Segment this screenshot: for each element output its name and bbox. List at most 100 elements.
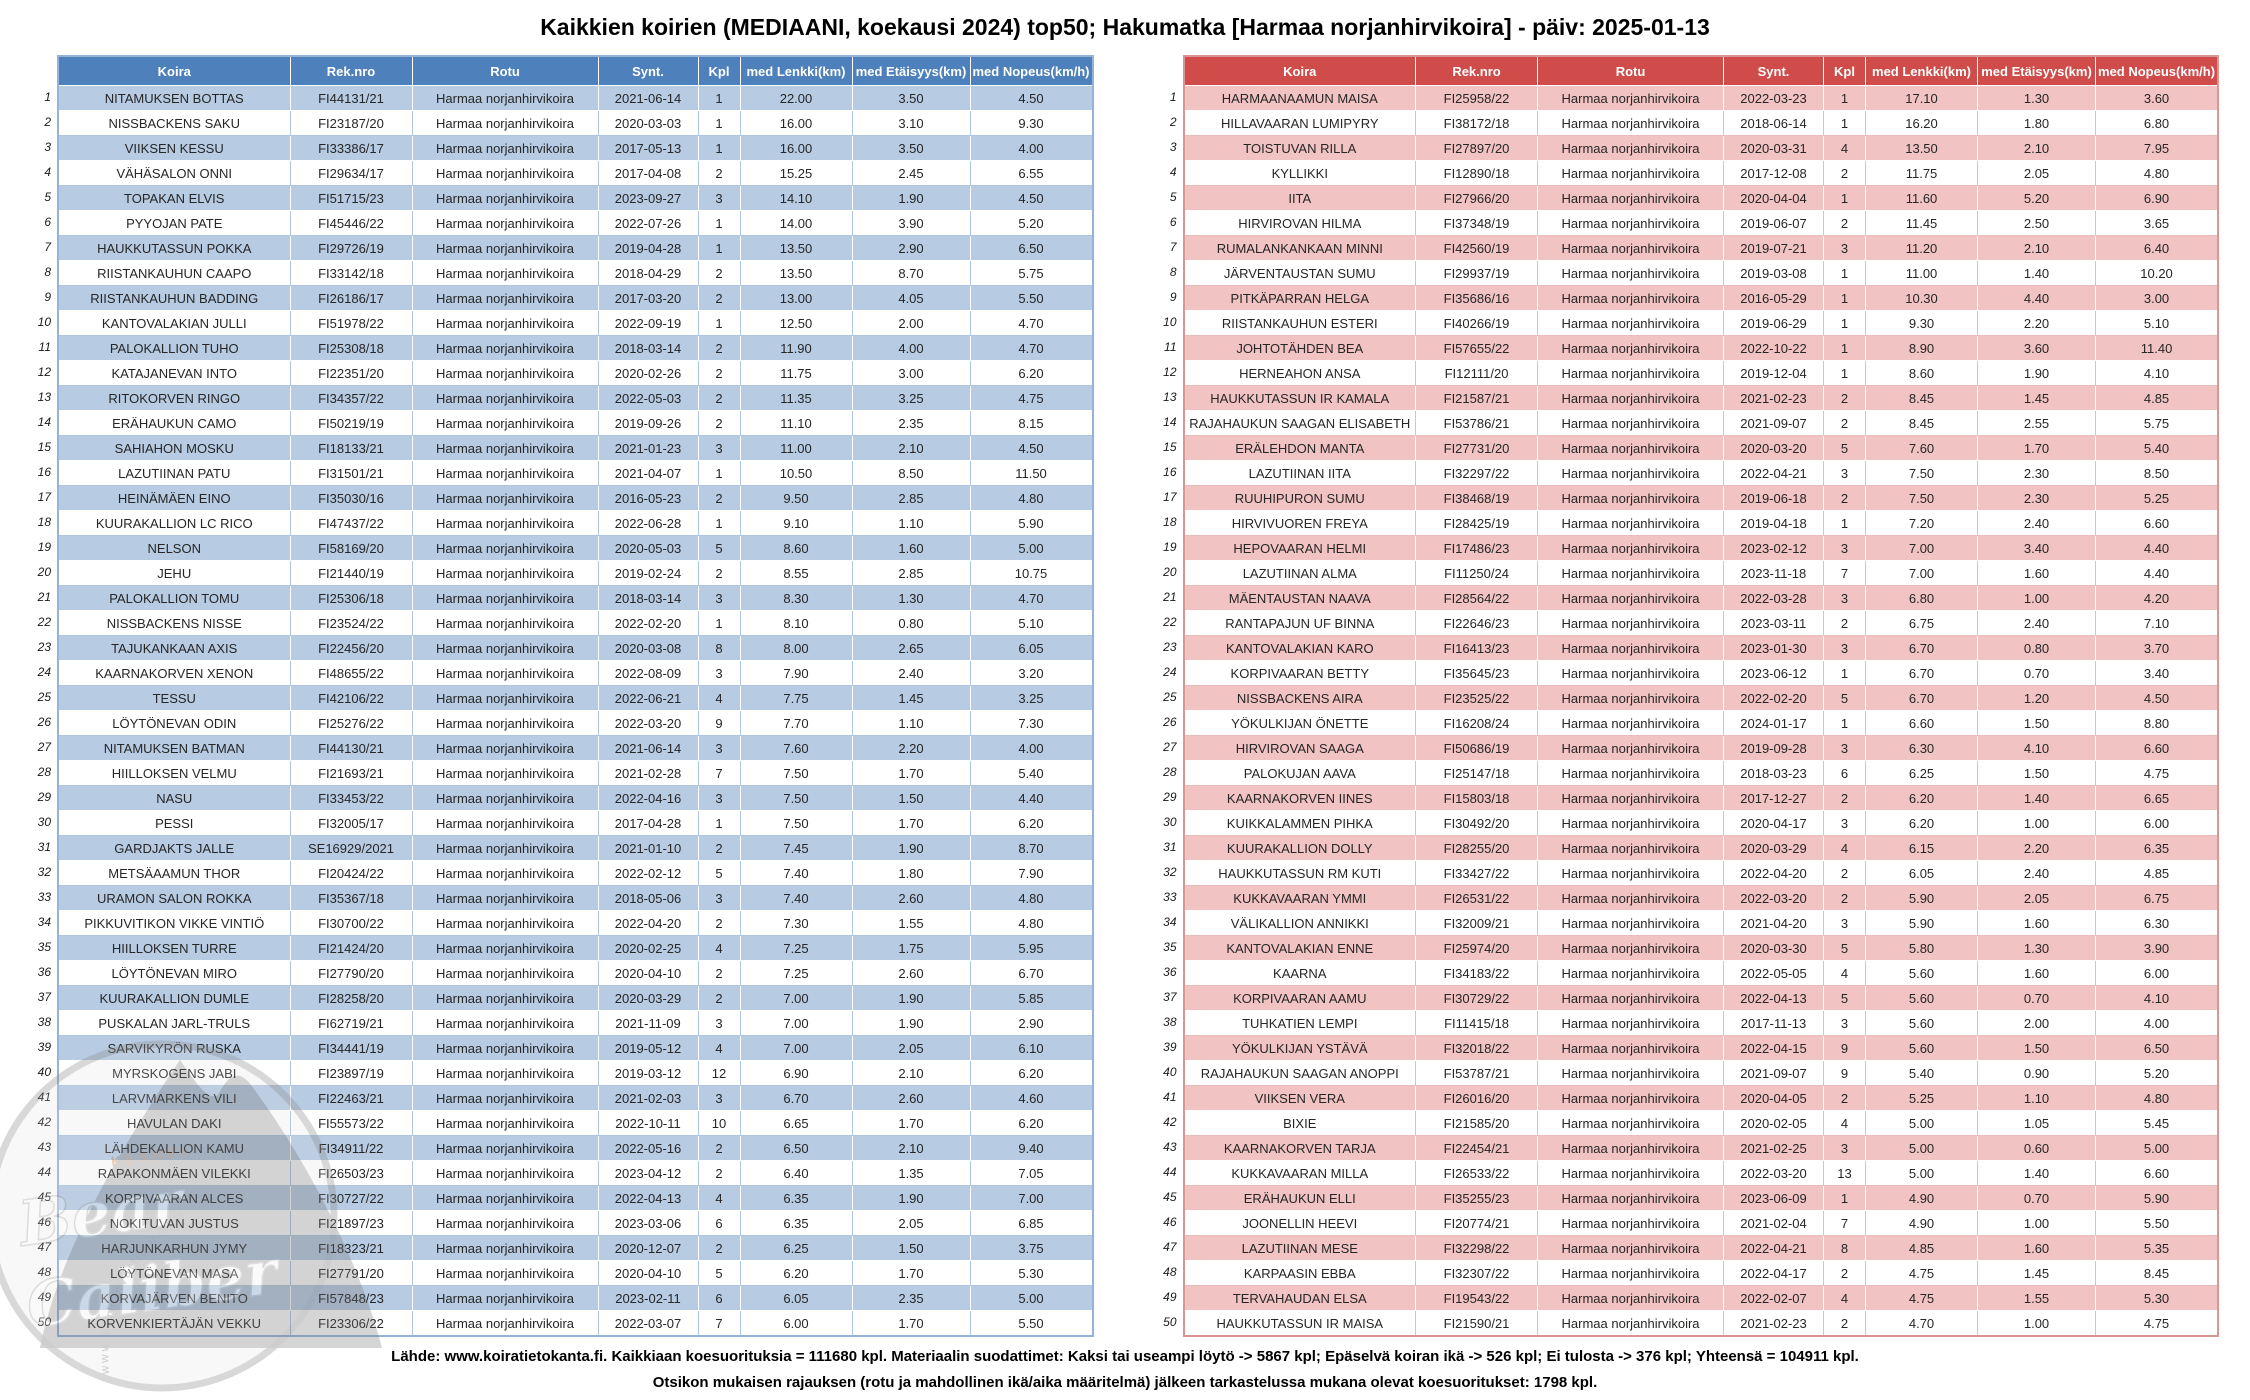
- cell-synt: 2020-04-04: [1723, 185, 1825, 211]
- cell-reknro: FI58169/20: [289, 535, 413, 561]
- cell-med-etaisyys: 1.30: [1977, 935, 2097, 961]
- cell-kpl: 3: [697, 660, 741, 686]
- cell-synt: 2019-09-26: [597, 410, 699, 436]
- cell-med-lenkki: 9.50: [739, 485, 853, 511]
- cell-reknro: FI28425/19: [1415, 510, 1539, 536]
- cell-synt: 2018-03-14: [597, 335, 699, 361]
- table-row: LAZUTIINAN MESE FI32298/22 Harmaa norjan…: [1183, 1235, 2219, 1261]
- cell-med-etaisyys: 1.90: [851, 835, 971, 861]
- cell-med-nopeus: 5.35: [2095, 1235, 2219, 1261]
- cell-med-etaisyys: 1.00: [1977, 585, 2097, 611]
- cell-med-etaisyys: 2.35: [851, 410, 971, 436]
- cell-synt: 2018-05-06: [597, 885, 699, 911]
- cell-med-lenkki: 12.50: [739, 310, 853, 336]
- cell-kpl: 2: [697, 1160, 741, 1186]
- cell-kpl: 2: [1823, 785, 1867, 811]
- cell-med-lenkki: 6.80: [1865, 585, 1979, 611]
- cell-kpl: 3: [697, 1085, 741, 1111]
- cell-koira: YÖKULKIJAN YSTÄVÄ: [1183, 1035, 1417, 1061]
- cell-rotu: Harmaa norjanhirvikoira: [411, 710, 599, 736]
- row-rank: 39: [1163, 1040, 1177, 1054]
- cell-med-nopeus: 6.70: [969, 960, 1094, 986]
- row-rank: 17: [37, 490, 51, 504]
- cell-med-nopeus: 4.00: [969, 735, 1094, 761]
- cell-rotu: Harmaa norjanhirvikoira: [411, 460, 599, 486]
- cell-med-lenkki: 6.40: [739, 1160, 853, 1186]
- cell-rotu: Harmaa norjanhirvikoira: [1537, 310, 1725, 336]
- cell-med-nopeus: 5.45: [2095, 1110, 2219, 1136]
- cell-med-etaisyys: 2.85: [851, 485, 971, 511]
- cell-reknro: FI62719/21: [289, 1010, 413, 1036]
- cell-med-lenkki: 7.50: [1865, 485, 1979, 511]
- cell-med-lenkki: 7.25: [739, 935, 853, 961]
- cell-med-nopeus: 8.45: [2095, 1260, 2219, 1286]
- row-rank: 30: [37, 815, 51, 829]
- cell-synt: 2019-05-12: [597, 1035, 699, 1061]
- cell-med-nopeus: 5.20: [969, 210, 1094, 236]
- row-rank: 1: [1169, 90, 1177, 104]
- cell-kpl: 1: [697, 235, 741, 261]
- row-rank: 37: [1163, 990, 1177, 1004]
- cell-med-lenkki: 4.75: [1865, 1260, 1979, 1286]
- cell-kpl: 4: [697, 935, 741, 961]
- cell-med-nopeus: 8.80: [2095, 710, 2219, 736]
- cell-kpl: 4: [697, 685, 741, 711]
- cell-reknro: FI34911/22: [289, 1135, 413, 1161]
- table-row: TOPAKAN ELVIS FI51715/23 Harmaa norjanhi…: [57, 185, 1094, 211]
- cell-med-lenkki: 7.00: [1865, 535, 1979, 561]
- cell-med-lenkki: 6.20: [1865, 785, 1979, 811]
- cell-kpl: 2: [697, 960, 741, 986]
- table-row: IITA FI27966/20 Harmaa norjanhirvikoira …: [1183, 185, 2219, 211]
- row-rank: 5: [44, 190, 51, 204]
- cell-rotu: Harmaa norjanhirvikoira: [1537, 660, 1725, 686]
- row-rank: 13: [37, 390, 51, 404]
- cell-rotu: Harmaa norjanhirvikoira: [411, 235, 599, 261]
- left-table-body: NITAMUKSEN BOTTAS FI44131/21 Harmaa norj…: [57, 85, 1094, 1337]
- table-row: LÖYTÖNEVAN MIRO FI27790/20 Harmaa norjan…: [57, 960, 1094, 986]
- left-table-block: 1 2 3 4 5 6 7 8 9 10 11 12 13 14 15 16 17 18 19 20 21 22 23 24 2…: [24, 55, 1094, 1337]
- row-rank: 36: [37, 965, 51, 979]
- cell-kpl: 4: [1823, 1110, 1867, 1136]
- cell-reknro: FI26533/22: [1415, 1160, 1539, 1186]
- cell-med-etaisyys: 2.10: [851, 1060, 971, 1086]
- row-rank: 12: [1163, 365, 1177, 379]
- cell-synt: 2022-09-19: [597, 310, 699, 336]
- cell-med-nopeus: 4.50: [969, 185, 1094, 211]
- cell-med-lenkki: 6.35: [739, 1210, 853, 1236]
- table-row: SARVIKYRÖN RUSKA FI34441/19 Harmaa norja…: [57, 1035, 1094, 1061]
- cell-reknro: FI16208/24: [1415, 710, 1539, 736]
- cell-koira: LÖYTÖNEVAN MIRO: [57, 960, 291, 986]
- cell-koira: PALOKALLION TOMU: [57, 585, 291, 611]
- cell-kpl: 2: [697, 560, 741, 586]
- cell-kpl: 4: [1823, 135, 1867, 161]
- cell-koira: KANTOVALAKIAN KARO: [1183, 635, 1417, 661]
- table-row: KARPAASIN EBBA FI32307/22 Harmaa norjanh…: [1183, 1260, 2219, 1286]
- cell-med-nopeus: 4.40: [2095, 535, 2219, 561]
- cell-reknro: FI50219/19: [289, 410, 413, 436]
- cell-med-nopeus: 6.40: [2095, 235, 2219, 261]
- table-row: PITKÄPARRAN HELGA FI35686/16 Harmaa norj…: [1183, 285, 2219, 311]
- cell-reknro: FI21897/23: [289, 1210, 413, 1236]
- cell-synt: 2021-01-10: [597, 835, 699, 861]
- cell-med-etaisyys: 0.80: [851, 610, 971, 636]
- cell-med-lenkki: 4.90: [1865, 1185, 1979, 1211]
- cell-synt: 2021-01-23: [597, 435, 699, 461]
- cell-koira: RITOKORVEN RINGO: [57, 385, 291, 411]
- cell-med-lenkki: 7.30: [739, 910, 853, 936]
- cell-med-nopeus: 9.40: [969, 1135, 1094, 1161]
- cell-kpl: 2: [697, 285, 741, 311]
- cell-med-lenkki: 7.00: [739, 1035, 853, 1061]
- cell-med-lenkki: 6.70: [1865, 660, 1979, 686]
- table-row: KAARNAKORVEN TARJA FI22454/21 Harmaa nor…: [1183, 1135, 2219, 1161]
- cell-med-lenkki: 11.10: [739, 410, 853, 436]
- cell-reknro: FI12111/20: [1415, 360, 1539, 386]
- cell-rotu: Harmaa norjanhirvikoira: [1537, 860, 1725, 886]
- cell-reknro: FI25974/20: [1415, 935, 1539, 961]
- cell-med-lenkki: 6.25: [1865, 760, 1979, 786]
- cell-med-nopeus: 5.40: [2095, 435, 2219, 461]
- column-header-koira: Koira: [57, 55, 291, 86]
- cell-med-nopeus: 5.40: [969, 760, 1094, 786]
- cell-koira: KAARNAKORVEN IINES: [1183, 785, 1417, 811]
- cell-reknro: FI28564/22: [1415, 585, 1539, 611]
- cell-reknro: FI21587/21: [1415, 385, 1539, 411]
